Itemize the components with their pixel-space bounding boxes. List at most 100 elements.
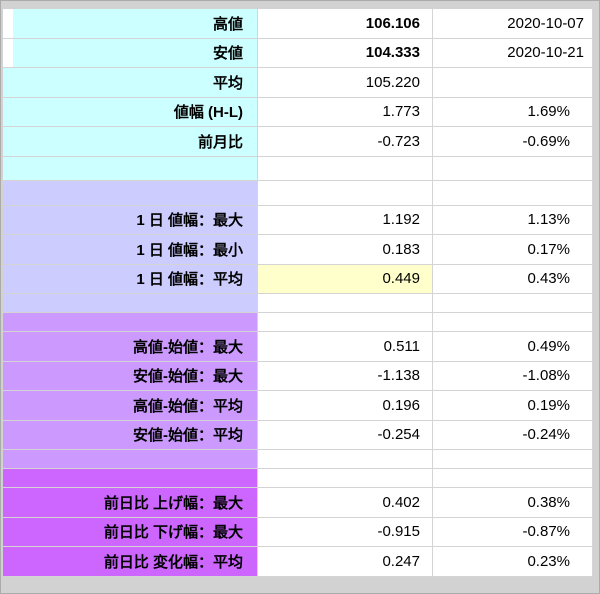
percent-or-date-cell[interactable]: [433, 181, 593, 206]
row-edge-cell[interactable]: [3, 294, 13, 313]
percent-or-date-cell[interactable]: [433, 450, 593, 469]
row-edge-cell[interactable]: [3, 181, 13, 206]
percent-or-date-cell[interactable]: [433, 313, 593, 332]
percent-or-date-cell[interactable]: [433, 68, 593, 98]
table-row: 前日比 変化幅：平均 0.247 0.23%: [3, 547, 593, 577]
row-label-cell[interactable]: [13, 294, 258, 313]
row-label-cell[interactable]: 安値-始値：平均: [13, 420, 258, 450]
row-label-cell[interactable]: 高値-始値：平均: [13, 391, 258, 421]
row-edge-cell[interactable]: [3, 97, 13, 127]
value-cell[interactable]: 1.773: [258, 97, 433, 127]
table-spacer-row: [3, 313, 593, 332]
value-cell[interactable]: 106.106: [258, 9, 433, 39]
statistics-table: 高値 106.106 2020-10-07 安値 104.333 2020-10-21 平均…: [3, 9, 593, 577]
value-cell[interactable]: -0.723: [258, 127, 433, 157]
percent-or-date-cell[interactable]: 1.69%: [433, 97, 593, 127]
value-cell[interactable]: 1.192: [258, 205, 433, 235]
table-row: 高値-始値：平均 0.196 0.19%: [3, 391, 593, 421]
value-cell[interactable]: 105.220: [258, 68, 433, 98]
percent-or-date-cell[interactable]: 2020-10-07: [433, 9, 593, 39]
row-label-cell[interactable]: 値幅 (H-L): [13, 97, 258, 127]
row-edge-cell[interactable]: [3, 235, 13, 265]
percent-or-date-cell[interactable]: 0.49%: [433, 332, 593, 362]
row-label-cell[interactable]: 前日比 変化幅：平均: [13, 547, 258, 577]
table-row: 平均 105.220: [3, 68, 593, 98]
value-cell[interactable]: 0.196: [258, 391, 433, 421]
row-edge-cell[interactable]: [3, 391, 13, 421]
percent-or-date-cell[interactable]: -0.87%: [433, 517, 593, 547]
row-edge-cell[interactable]: [3, 361, 13, 391]
percent-or-date-cell[interactable]: 0.19%: [433, 391, 593, 421]
row-edge-cell[interactable]: [3, 205, 13, 235]
row-label-cell[interactable]: 1 日 値幅：最大: [13, 205, 258, 235]
row-label-cell[interactable]: 高値-始値：最大: [13, 332, 258, 362]
table-row: 1 日 値幅：最小 0.183 0.17%: [3, 235, 593, 265]
value-cell[interactable]: 0.402: [258, 488, 433, 518]
row-label-cell[interactable]: [13, 156, 258, 181]
row-label-cell[interactable]: [13, 450, 258, 469]
row-edge-cell[interactable]: [3, 420, 13, 450]
value-cell[interactable]: -0.254: [258, 420, 433, 450]
value-cell[interactable]: 0.511: [258, 332, 433, 362]
value-cell[interactable]: 0.183: [258, 235, 433, 265]
value-cell[interactable]: [258, 450, 433, 469]
row-label-cell[interactable]: [13, 181, 258, 206]
percent-or-date-cell[interactable]: [433, 294, 593, 313]
percent-or-date-cell[interactable]: 0.43%: [433, 264, 593, 294]
table-row: 前日比 下げ幅：最大 -0.915 -0.87%: [3, 517, 593, 547]
percent-or-date-cell[interactable]: 0.23%: [433, 547, 593, 577]
row-label-cell[interactable]: 安値-始値：最大: [13, 361, 258, 391]
row-edge-cell[interactable]: [3, 68, 13, 98]
value-cell[interactable]: -1.138: [258, 361, 433, 391]
row-edge-cell[interactable]: [3, 450, 13, 469]
value-cell[interactable]: -0.915: [258, 517, 433, 547]
percent-or-date-cell[interactable]: [433, 469, 593, 488]
row-label-cell[interactable]: 前月比: [13, 127, 258, 157]
value-cell[interactable]: 0.247: [258, 547, 433, 577]
percent-or-date-cell[interactable]: -0.69%: [433, 127, 593, 157]
row-edge-cell[interactable]: [3, 9, 13, 39]
row-edge-cell[interactable]: [3, 313, 13, 332]
row-edge-cell[interactable]: [3, 332, 13, 362]
row-label-cell[interactable]: 安値: [13, 38, 258, 68]
row-edge-cell[interactable]: [3, 156, 13, 181]
percent-or-date-cell[interactable]: -0.24%: [433, 420, 593, 450]
row-edge-cell[interactable]: [3, 38, 13, 68]
row-edge-cell[interactable]: [3, 517, 13, 547]
row-label-cell[interactable]: 高値: [13, 9, 258, 39]
row-label-cell[interactable]: 1 日 値幅：平均: [13, 264, 258, 294]
row-label-cell[interactable]: 平均: [13, 68, 258, 98]
percent-or-date-cell[interactable]: 1.13%: [433, 205, 593, 235]
table-row: 前日比 上げ幅：最大 0.402 0.38%: [3, 488, 593, 518]
value-cell[interactable]: 104.333: [258, 38, 433, 68]
percent-or-date-cell[interactable]: 0.17%: [433, 235, 593, 265]
percent-or-date-cell[interactable]: [433, 156, 593, 181]
table-spacer-row: [3, 294, 593, 313]
percent-or-date-cell[interactable]: 0.38%: [433, 488, 593, 518]
table-row: 1 日 値幅：平均 0.449 0.43%: [3, 264, 593, 294]
row-label-cell[interactable]: [13, 469, 258, 488]
row-edge-cell[interactable]: [3, 127, 13, 157]
table-row: 高値 106.106 2020-10-07: [3, 9, 593, 39]
table-row: 安値-始値：最大 -1.138 -1.08%: [3, 361, 593, 391]
row-edge-cell[interactable]: [3, 264, 13, 294]
value-cell[interactable]: [258, 313, 433, 332]
table-row: 安値 104.333 2020-10-21: [3, 38, 593, 68]
value-cell[interactable]: [258, 469, 433, 488]
value-cell[interactable]: [258, 156, 433, 181]
row-label-cell[interactable]: 前日比 下げ幅：最大: [13, 517, 258, 547]
value-cell[interactable]: [258, 294, 433, 313]
table-row: 1 日 値幅：最大 1.192 1.13%: [3, 205, 593, 235]
row-edge-cell[interactable]: [3, 547, 13, 577]
row-label-cell[interactable]: [13, 313, 258, 332]
value-cell[interactable]: 0.449: [258, 264, 433, 294]
percent-or-date-cell[interactable]: 2020-10-21: [433, 38, 593, 68]
row-edge-cell[interactable]: [3, 469, 13, 488]
value-cell[interactable]: [258, 181, 433, 206]
row-label-cell[interactable]: 1 日 値幅：最小: [13, 235, 258, 265]
row-edge-cell[interactable]: [3, 488, 13, 518]
table-spacer-row: [3, 450, 593, 469]
row-label-cell[interactable]: 前日比 上げ幅：最大: [13, 488, 258, 518]
percent-or-date-cell[interactable]: -1.08%: [433, 361, 593, 391]
